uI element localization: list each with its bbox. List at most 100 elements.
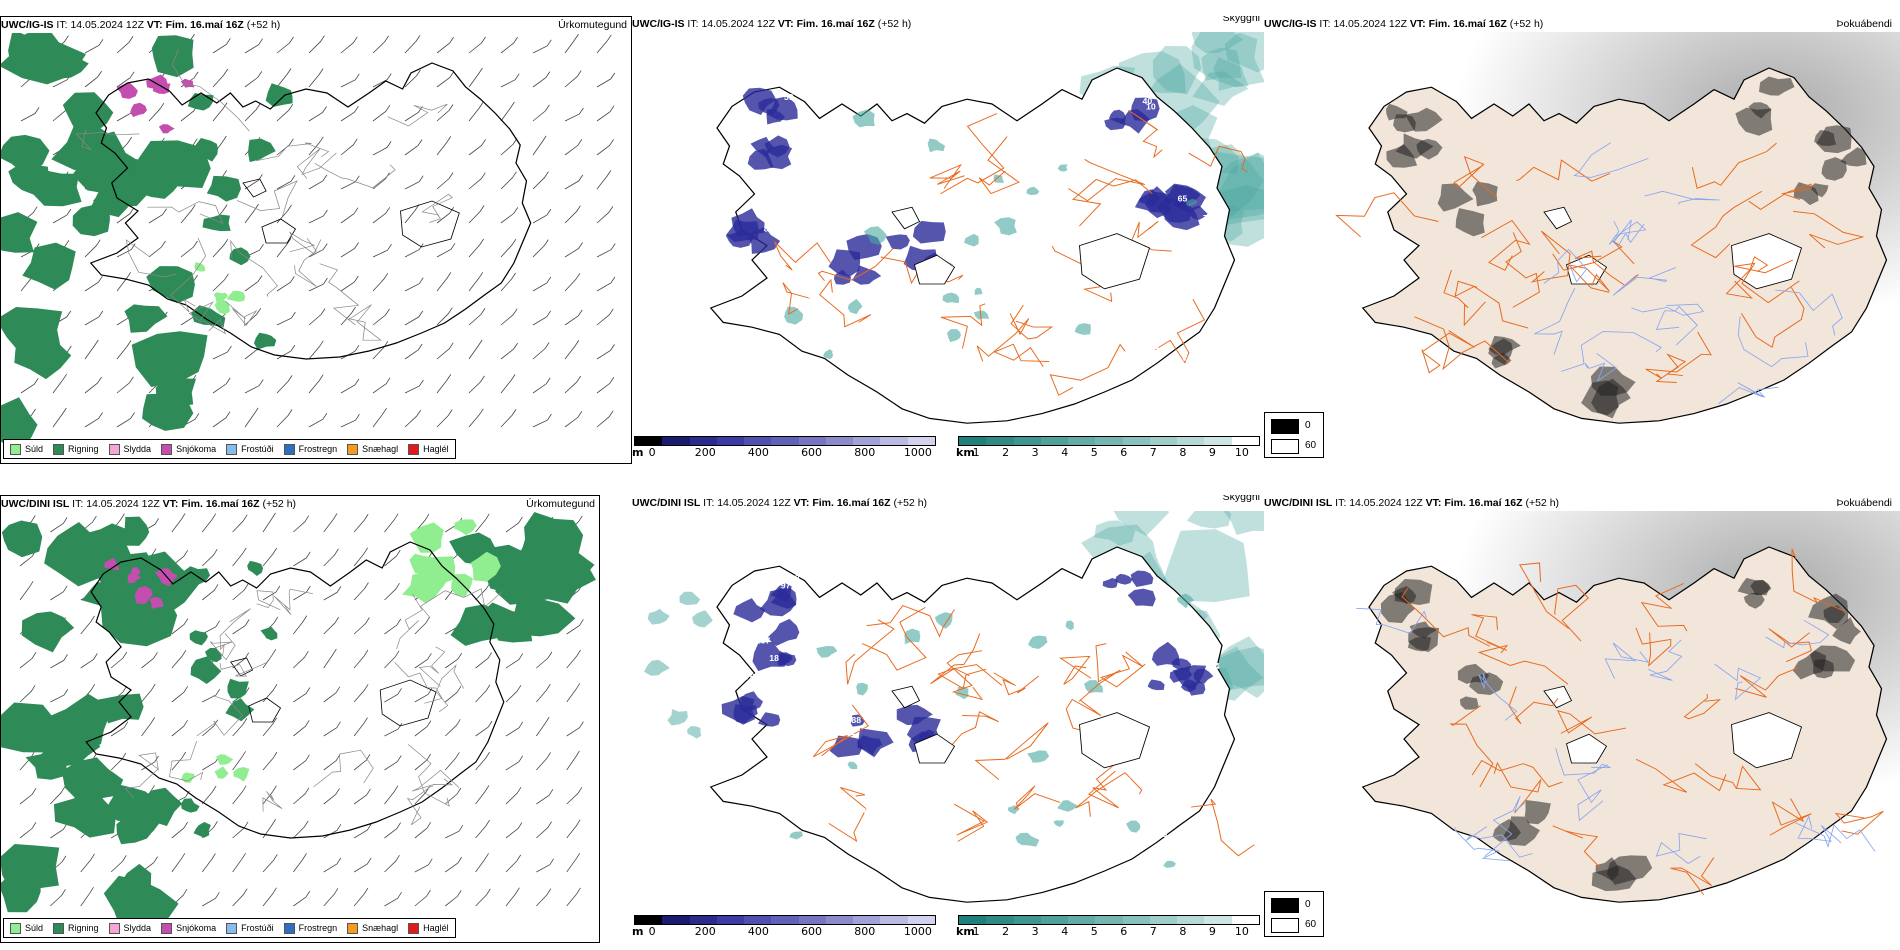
wind-barb xyxy=(293,787,310,805)
route-line xyxy=(1791,548,1844,612)
visibility-area xyxy=(847,761,858,770)
coastline xyxy=(1361,546,1888,903)
valid-label: VT: xyxy=(162,498,179,510)
wind-barb xyxy=(340,138,358,156)
precip-legend-swatch xyxy=(53,922,65,934)
valid-label: VT: xyxy=(1409,18,1426,30)
visibility-value-label: 57 xyxy=(811,182,821,192)
wind-barb xyxy=(262,547,278,567)
wind-barb xyxy=(276,103,294,122)
colorbar-swatch xyxy=(825,916,854,924)
visibility-area xyxy=(942,292,960,304)
route-line xyxy=(1655,305,1698,346)
fog-legend: 0 60 xyxy=(1264,412,1324,458)
rain-area xyxy=(181,798,200,813)
valid-label: VT: xyxy=(793,497,810,509)
low-visibility-area xyxy=(1185,680,1206,696)
route-line xyxy=(1484,795,1527,857)
colorbar-strip xyxy=(634,436,936,446)
wind-barb xyxy=(202,688,221,703)
wind-barb xyxy=(384,688,402,703)
wind-barb xyxy=(566,852,581,873)
colorbar-tick-label: 800 xyxy=(854,925,876,938)
route-line xyxy=(1534,288,1576,355)
route-line xyxy=(1072,178,1153,227)
rain-area xyxy=(72,131,146,195)
visibility-area xyxy=(823,349,834,359)
route-line xyxy=(1478,672,1518,721)
route-line xyxy=(1555,748,1611,776)
wind-barb xyxy=(323,888,339,907)
colorbar-swatch xyxy=(1231,437,1259,445)
colorbar-swatch xyxy=(635,916,663,924)
visibility-value-label: 24 xyxy=(1183,353,1193,363)
wind-barb xyxy=(19,788,37,805)
route-line xyxy=(1690,190,1763,259)
rain-area xyxy=(516,571,560,602)
wind-barb xyxy=(276,138,294,156)
visibility-value-label: 10 xyxy=(804,160,814,170)
wind-barb xyxy=(353,788,371,805)
fog-index-area xyxy=(1809,183,1829,198)
visibility-value-label: 50 xyxy=(864,160,874,170)
route-line xyxy=(1443,269,1486,327)
wind-barb xyxy=(500,207,519,224)
model-name: UWC/DINI ISL xyxy=(632,497,701,509)
wind-barb xyxy=(564,340,580,360)
wind-barb xyxy=(536,821,552,839)
route-line xyxy=(170,237,207,313)
route-line xyxy=(976,313,1030,362)
wind-barb xyxy=(404,106,423,122)
wind-barb xyxy=(532,276,552,292)
fog-index-area xyxy=(1759,76,1795,96)
wind-barb xyxy=(323,513,338,533)
wind-barb xyxy=(244,275,263,292)
colorbar-swatch xyxy=(1177,437,1205,445)
wind-barb xyxy=(468,102,484,122)
fog-index-area xyxy=(1472,181,1498,207)
route-line xyxy=(993,672,1040,696)
route-line xyxy=(1612,219,1645,247)
wind-barb xyxy=(116,36,134,54)
visibility-value-label: 53 xyxy=(1183,364,1193,374)
colorbar-swatch xyxy=(986,437,1014,445)
iceland-layer xyxy=(1,33,532,454)
fog-legend-dark-box xyxy=(1271,898,1299,913)
visibility-area xyxy=(993,174,1005,183)
wind-barb xyxy=(244,71,263,88)
route-line xyxy=(1554,584,1590,642)
wind-barb xyxy=(536,716,550,737)
fog-index-area xyxy=(1459,696,1479,710)
wind-barb xyxy=(372,272,389,292)
visibility-area xyxy=(1026,186,1040,195)
init-time: 14.05.2024 12Z xyxy=(1333,18,1407,30)
wind-barb xyxy=(308,174,328,190)
wind-barb xyxy=(404,243,424,258)
rain-area xyxy=(229,247,251,266)
route-line xyxy=(866,604,955,638)
wind-barb xyxy=(566,750,580,771)
route-line xyxy=(407,744,450,807)
wind-barb xyxy=(536,858,554,873)
rain-area xyxy=(519,543,582,579)
route-line xyxy=(1560,331,1663,372)
visibility-value-label: 66 xyxy=(1108,102,1118,112)
colorbar-tick-label: 800 xyxy=(854,446,876,459)
colorbar-swatch xyxy=(1122,437,1150,445)
route-line xyxy=(225,301,258,327)
fog-index-area xyxy=(1405,107,1443,132)
low-visibility-area xyxy=(770,586,797,609)
colorbar-swatch xyxy=(880,437,908,445)
wind-barb xyxy=(323,824,342,839)
colorbar-tick-label: 5 xyxy=(1090,446,1098,459)
lead-time: (+52 h) xyxy=(893,497,928,509)
route-line xyxy=(418,646,446,688)
route-line xyxy=(1608,220,1647,245)
wind-barb xyxy=(532,104,550,122)
visibility-area xyxy=(1126,820,1141,833)
visibility-value-label: 40 xyxy=(1143,96,1153,106)
lead-time: (+52 h) xyxy=(1525,497,1560,509)
visibility-value-label: 54 xyxy=(1210,661,1220,671)
wind-barb xyxy=(500,101,515,122)
wind-barb xyxy=(232,547,247,567)
